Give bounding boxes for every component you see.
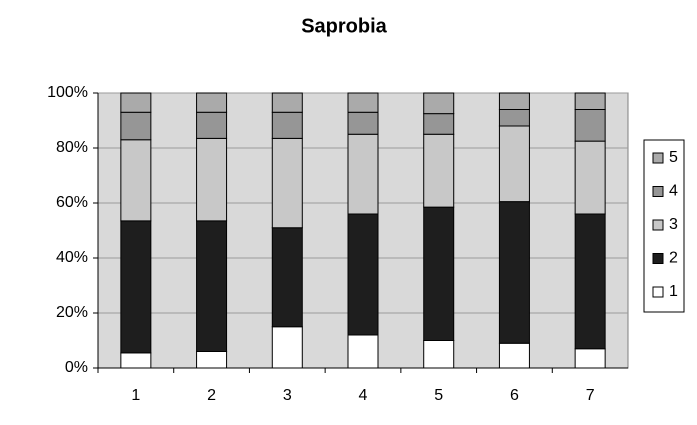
bar-segment: [120, 92, 152, 113]
x-tick-label: 2: [207, 387, 216, 404]
bar-segment: [271, 227, 303, 328]
bar-segment: [196, 220, 228, 352]
bar-segment: [347, 133, 379, 215]
bar-segment: [347, 334, 379, 369]
bar-segment: [423, 133, 455, 208]
bar-segment: [196, 351, 228, 369]
legend-label: 1: [669, 283, 678, 300]
x-tick-label: 6: [510, 387, 519, 404]
x-tick-label: 3: [283, 387, 292, 404]
bar-segment: [574, 348, 606, 369]
bar-segment: [574, 92, 606, 110]
bar-segment: [423, 206, 455, 341]
bar-segment: [498, 92, 530, 110]
legend-label: 4: [669, 183, 678, 200]
bar-segment: [574, 109, 606, 142]
bar-segment: [120, 139, 152, 222]
x-tick-label: 1: [131, 387, 140, 404]
y-tick-label: 100%: [47, 84, 88, 101]
bar-segment: [423, 92, 455, 115]
legend-box: [643, 139, 685, 313]
y-tick-label: 40%: [56, 249, 88, 266]
bar-segment: [120, 352, 152, 369]
bar-segment: [120, 111, 152, 141]
bar-segment: [196, 111, 228, 139]
legend-label: 2: [669, 250, 678, 267]
x-tick-label: 5: [434, 387, 443, 404]
bar-segment: [498, 125, 530, 203]
legend-swatch: [652, 219, 664, 231]
bar-segment: [196, 137, 228, 222]
bar-segment: [498, 109, 530, 127]
chart-title: Saprobia: [301, 15, 387, 37]
bar-segment: [423, 113, 455, 135]
x-tick-label: 4: [359, 387, 368, 404]
bar-segment: [498, 342, 530, 369]
bar-segment: [120, 220, 152, 354]
bar-segment: [347, 92, 379, 113]
bar-segment: [347, 111, 379, 135]
bar-segment: [574, 213, 606, 350]
bar-segment: [574, 140, 606, 215]
y-tick-label: 80%: [56, 139, 88, 156]
bar-segment: [271, 326, 303, 369]
legend-swatch: [652, 152, 664, 164]
legend-swatch: [652, 253, 664, 264]
legend-label: 3: [669, 216, 678, 233]
y-tick-label: 60%: [56, 194, 88, 211]
x-tick-label: 7: [586, 387, 595, 404]
bar-segment: [347, 213, 379, 336]
bar-segment: [271, 137, 303, 229]
bar-segment: [271, 111, 303, 139]
y-tick-label: 20%: [56, 304, 88, 321]
legend-swatch: [652, 186, 664, 197]
bar-segment: [271, 92, 303, 113]
bar-segment: [498, 201, 530, 344]
bar-segment: [196, 92, 228, 113]
legend-swatch: [652, 286, 664, 298]
bar-segment: [423, 340, 455, 369]
y-tick-label: 0%: [65, 359, 88, 376]
legend-label: 5: [669, 149, 678, 166]
